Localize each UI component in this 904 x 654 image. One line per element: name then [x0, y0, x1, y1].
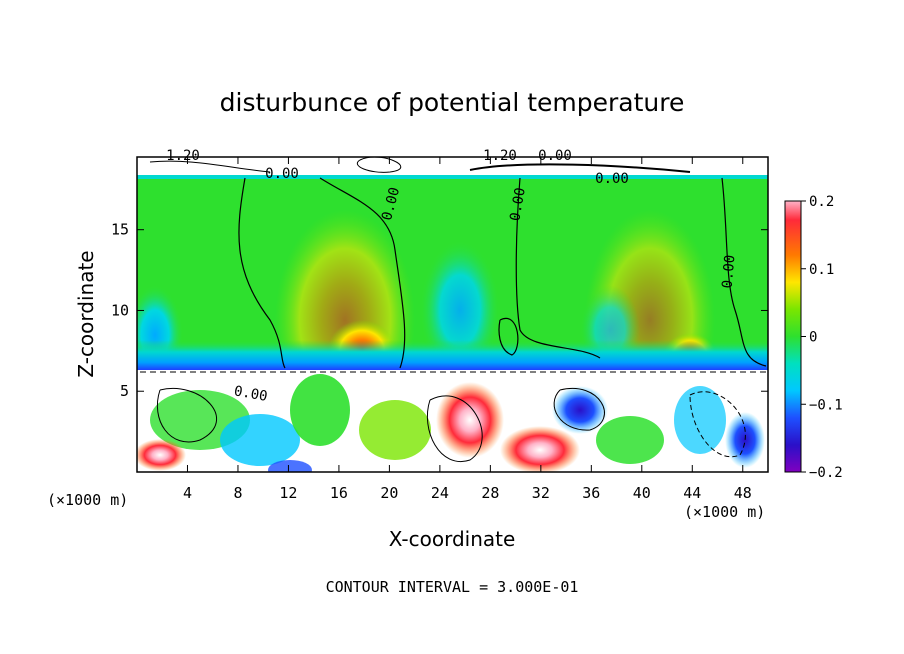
x-axis-label: X-coordinate: [389, 527, 516, 551]
x-tick-label: 8: [233, 484, 242, 502]
y-axis-label: Z-coordinate: [74, 250, 98, 377]
x-tick-label: 12: [279, 484, 297, 502]
colorbar-tick-label: 0.2: [809, 194, 834, 210]
colorbar-tick-label: −0.1: [809, 397, 843, 413]
x-unit-right: (×1000 m): [684, 503, 765, 521]
colorbar-tick-label: 0: [809, 330, 817, 346]
x-tick-label: 44: [683, 484, 701, 502]
x-axis-ticks: 4 8 12 16 20 24 28 32 36 40 44 48: [183, 157, 752, 502]
contour-interval-note: CONTOUR INTERVAL = 3.000E-01: [326, 578, 579, 596]
y-tick-label: 10: [111, 301, 129, 319]
x-tick-label: 20: [380, 484, 398, 502]
contour-label: 0.00: [720, 254, 739, 289]
chart-title: disturbunce of potential temperature: [220, 88, 685, 117]
colorbar: [784, 200, 802, 473]
x-tick-label: 40: [633, 484, 651, 502]
x-tick-label: 28: [481, 484, 499, 502]
contour-label: 0.00: [233, 383, 269, 405]
plot-frame: [136, 156, 769, 473]
colorbar-ticks: 0.2 0.1 0 −0.1 −0.2: [801, 194, 843, 481]
x-tick-label: 4: [183, 484, 192, 502]
x-tick-label: 24: [431, 484, 449, 502]
contour-label: 1.20: [166, 148, 200, 164]
colorbar-tick-label: 0.1: [809, 262, 834, 278]
contour-label: 0.00: [265, 166, 299, 182]
y-axis-ticks: 5 10 15: [111, 221, 768, 400]
colorbar-tick-label: −0.2: [809, 465, 843, 481]
contour-labels: 0.00 0.000.000.000.000.001.20 1.20 0.00: [166, 148, 738, 405]
heatmap-field: [137, 157, 768, 472]
x-tick-label: 48: [734, 484, 752, 502]
contour-label: 1.20: [483, 148, 517, 164]
y-tick-label: 5: [120, 382, 129, 400]
y-tick-label: 15: [111, 221, 129, 239]
contour-label: 0.00: [595, 171, 629, 187]
x-tick-label: 16: [330, 484, 348, 502]
contour-label: 0.00: [538, 148, 572, 164]
x-unit-left: (×1000 m): [47, 491, 128, 509]
contour-label: 0.00: [507, 186, 529, 222]
x-tick-label: 36: [582, 484, 600, 502]
x-tick-label: 32: [532, 484, 550, 502]
